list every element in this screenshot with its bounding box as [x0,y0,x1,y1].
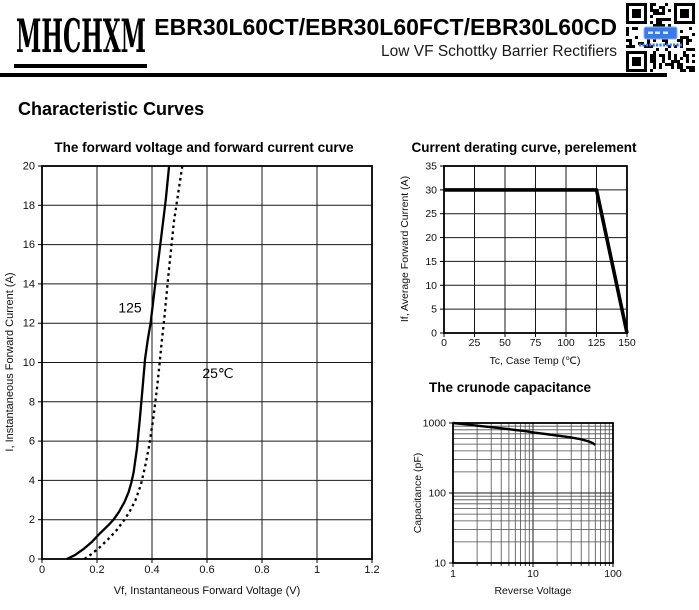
y-tick-label: 6 [29,436,35,448]
x-tick-label: 0.8 [254,564,269,576]
part-number-title: EBR30L60CT/EBR30L60FCT/EBR30L60CD [154,14,617,40]
chart-grid [452,422,614,564]
x-tick-label: 0.2 [89,564,104,576]
tick-labels: 0 0.2 0.4 0.6 0.8 1 1.2 0 2 4 6 8 10 12 14 16 18 20 [23,161,380,577]
chart-derating: 0 25 50 75 100 125 150 0 5 10 15 20 25 30 35 Current de… [399,140,637,367]
y-tick-label: 16 [23,239,35,251]
y-tick-label: 0 [29,554,35,566]
brand-logo: MHCHXM [12,6,150,72]
y-tick-label: 2 [29,514,35,526]
x-tick-label: 0 [441,337,447,349]
series-25℃-curve [83,165,184,560]
y-tick-label: 14 [23,278,35,290]
series-derating-curve [444,188,629,334]
tick-labels: 1 10 100 10 100 1000 [423,418,622,581]
y-tick-label: 5 [431,304,437,316]
y-tick-label: 10 [434,558,446,570]
x-tick-label: 0 [39,564,45,576]
y-tick-label: 100 [428,488,446,500]
y-tick-label: 1000 [423,418,447,430]
y-tick-label: 10 [23,357,35,369]
curve-label: 25℃ [202,365,233,381]
chart-title: The forward voltage and forward current … [54,140,354,155]
y-tick-label: 0 [431,328,437,340]
y-tick-label: 25 [425,208,437,220]
chart-grid [41,165,373,560]
brand-logo-art: MHCHXM [16,9,146,63]
y-tick-label: 4 [29,475,35,487]
y-tick-label: 12 [23,318,35,330]
y-tick-label: 10 [425,280,437,292]
y-tick-label: 30 [425,184,437,196]
y-tick-label: 8 [29,396,35,408]
x-tick-label: 50 [499,337,511,349]
header-rule [0,73,667,77]
x-tick-label: 125 [588,337,606,349]
chart-title: Current derating curve, perelement [411,140,637,155]
x-tick-label: 150 [618,337,636,349]
x-tick-label: 0.6 [199,564,214,576]
y-tick-label: 18 [23,200,35,212]
qr-code-icon [626,3,695,72]
chart-title: The crunode capacitance [429,380,592,395]
y-axis-title: I, Instantaneous Forward Current (A) [4,272,16,451]
x-tick-label: 1 [314,564,320,576]
x-axis-title: Tc, Case Temp (℃) [490,355,581,367]
x-tick-label: 1.2 [364,564,379,576]
curve-label: 125 [118,299,142,315]
chart-capacitance: 1 10 100 10 100 1000 The crunode capacitance Re… [412,380,622,597]
chart-fv_if: 0 0.2 0.4 0.6 0.8 1 1.2 0 2 4 6 8 10 12 14 16 18 20 The fo… [4,140,380,597]
x-tick-label: 10 [527,568,539,580]
section-heading: Characteristic Curves [18,99,205,119]
logo-underline [14,64,147,68]
tick-labels: 0 25 50 75 100 125 150 0 5 10 15 20 25 30 35 [425,161,636,350]
subtitle: Low VF Schottky Barrier Rectifiers [380,43,617,60]
y-axis-title: Capacitance (pF) [412,453,424,534]
x-axis-title: Vf, Instantaneous Forward Voltage (V) [114,585,301,597]
qr-center-badge [643,26,678,40]
x-tick-label: 100 [557,337,575,349]
y-tick-label: 20 [425,232,437,244]
x-tick-label: 0.4 [144,564,159,576]
y-tick-label: 20 [23,161,35,173]
x-tick-label: 1 [450,568,456,580]
x-tick-label: 25 [469,337,481,349]
x-tick-label: 75 [530,337,542,349]
series-capacitance-curve [452,421,596,446]
brand-logo-text: MHCHXM [16,9,146,63]
y-axis-title: If, Average Forward Current (A) [399,176,411,322]
x-tick-label: 100 [604,568,622,580]
x-axis-title: Reverse Voltage [494,585,571,597]
y-tick-label: 15 [425,256,437,268]
y-tick-label: 35 [425,161,437,173]
series-125-curve [66,165,171,561]
